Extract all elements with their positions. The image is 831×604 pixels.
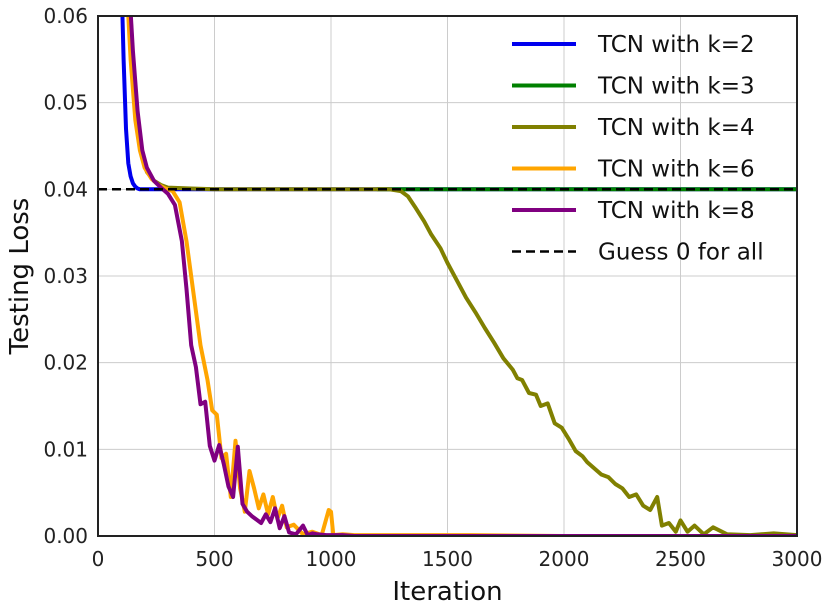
axis-ticks: 0 500 1000 1500 2000 2500 3000 0.00 0.01 0.02 0.03…: [43, 4, 822, 571]
x-tick-label: 2500: [655, 547, 706, 571]
legend-label: TCN with k=2: [597, 32, 755, 58]
y-axis-label: Testing Loss: [5, 198, 35, 356]
y-tick-label: 0.05: [43, 91, 88, 115]
x-tick-label: 3000: [772, 547, 823, 571]
legend-label: Guess 0 for all: [598, 240, 764, 266]
x-tick-label: 0: [92, 547, 105, 571]
legend: TCN with k=2 TCN with k=3 TCN with k=4 TCN …: [512, 32, 764, 266]
x-tick-label: 1500: [422, 547, 473, 571]
legend-label: TCN with k=6: [597, 157, 755, 183]
y-tick-label: 0.01: [43, 437, 88, 461]
y-tick-label: 0.04: [43, 177, 88, 201]
y-tick-label: 0.03: [43, 264, 88, 288]
y-tick-label: 0.02: [43, 351, 88, 375]
legend-label: TCN with k=4: [597, 115, 755, 141]
x-tick-label: 2000: [539, 547, 590, 571]
x-axis-label: Iteration: [392, 577, 502, 604]
y-tick-label: 0.06: [43, 4, 88, 28]
y-tick-label: 0.00: [43, 524, 88, 548]
plot-frame: [97, 15, 798, 537]
x-tick-label: 500: [195, 547, 233, 571]
x-tick-label: 1000: [306, 547, 357, 571]
legend-label: TCN with k=3: [597, 74, 755, 100]
legend-label: TCN with k=8: [597, 198, 755, 224]
